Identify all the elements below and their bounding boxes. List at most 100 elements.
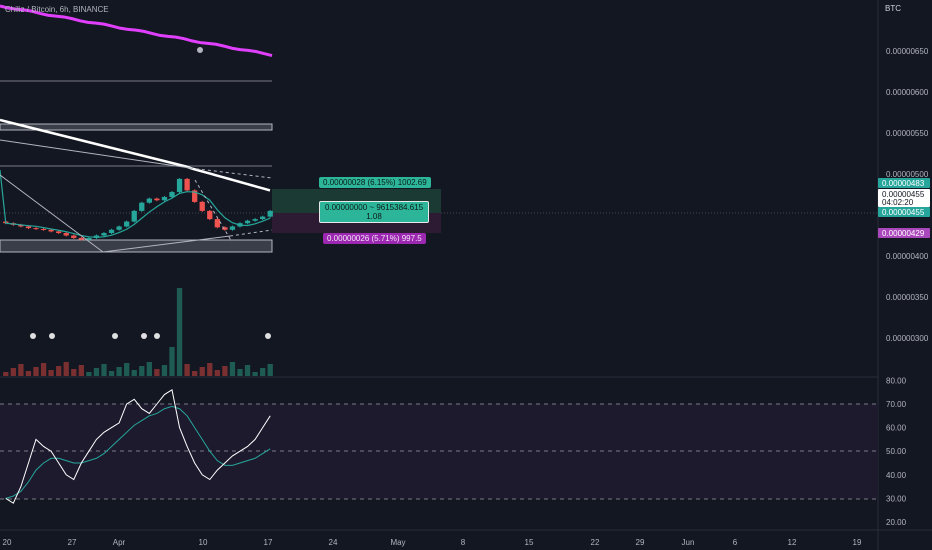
candle-body xyxy=(146,198,152,203)
candle-body xyxy=(71,235,77,238)
candle-body xyxy=(222,227,228,230)
volume-bar xyxy=(78,365,84,376)
ma-long-line xyxy=(0,4,273,58)
candle-body xyxy=(176,178,183,193)
volume-bar xyxy=(18,364,24,376)
position-target-label[interactable]: 0.00000028 (6.15%) 1002.69 xyxy=(319,177,431,188)
rsi-tick-label: 60.00 xyxy=(886,424,907,433)
volume-bar xyxy=(169,347,175,376)
volume-bar xyxy=(131,370,137,376)
bull-marker-icon xyxy=(30,333,36,339)
trendline-upper-extension[interactable] xyxy=(189,167,273,179)
candle-body xyxy=(48,229,54,232)
time-tick-label: 19 xyxy=(853,538,862,547)
candle-body xyxy=(169,192,175,197)
volume-bar xyxy=(139,366,145,376)
candle-body xyxy=(139,202,145,211)
trendline-lower[interactable] xyxy=(0,174,104,253)
volume-bar xyxy=(71,369,77,376)
time-axis[interactable]: 20 27 Apr 10 17 24 May 8 15 22 29 Jun 6 12 19 xyxy=(3,538,862,547)
volume-bar xyxy=(25,371,32,376)
candle-body xyxy=(161,196,168,201)
volume-bar xyxy=(260,368,266,376)
volume-bar xyxy=(108,371,115,376)
time-tick-label: 24 xyxy=(329,538,338,547)
volume-bar xyxy=(93,368,100,376)
position-center-line1: 0.00000000 ~ 9615384.615 xyxy=(324,203,424,212)
bear-marker-icon xyxy=(197,47,203,53)
trendline-upper[interactable] xyxy=(0,139,191,169)
rsi-axis[interactable]: 80.00 70.00 60.00 50.00 40.00 30.00 20.00 xyxy=(886,376,907,527)
trendline-support[interactable] xyxy=(102,235,231,253)
position-stop-label[interactable]: 0.00000026 (5.71%) 997.5 xyxy=(323,233,426,244)
volume-bar xyxy=(56,366,62,376)
volume-bar xyxy=(124,363,130,376)
volume-bar xyxy=(237,369,243,376)
time-tick-label: 10 xyxy=(199,538,208,547)
candle-body xyxy=(154,198,160,201)
price-tick-label: 0.00000600 xyxy=(886,88,929,97)
price-tick-label: 0.00000400 xyxy=(886,252,929,261)
candle-body xyxy=(214,219,220,228)
volume-bar xyxy=(154,369,160,376)
candle-body xyxy=(101,233,107,236)
volume-bar xyxy=(192,371,198,376)
volume-bar xyxy=(207,363,213,376)
candle-body xyxy=(86,237,92,240)
rsi-tick-label: 70.00 xyxy=(886,400,907,409)
time-tick-label: Apr xyxy=(113,538,126,547)
price-axis[interactable]: 0.00000650 0.00000600 0.00000550 0.00000500… xyxy=(886,47,929,343)
candle-body xyxy=(56,231,62,234)
price-tag-label: 0.00000483 xyxy=(882,179,925,188)
time-tick-label: 27 xyxy=(68,538,77,547)
candle-body xyxy=(78,237,84,240)
time-tick-label: 8 xyxy=(461,538,466,547)
trendline-support-extension[interactable] xyxy=(229,229,273,237)
price-tag-label: 04:02:20 xyxy=(882,198,914,207)
volume-bar xyxy=(199,367,205,376)
time-tick-label: 29 xyxy=(636,538,645,547)
rsi-line xyxy=(5,389,271,504)
volume-bar xyxy=(244,365,251,376)
volume-bar xyxy=(33,367,39,376)
candle-body xyxy=(33,228,39,230)
time-tick-label: Jun xyxy=(682,538,695,547)
price-tag-label: 0.00000455 xyxy=(882,190,925,199)
resistance-zone xyxy=(0,123,273,131)
time-tick-label: May xyxy=(390,538,405,547)
candle-body xyxy=(131,210,137,222)
volume-bar xyxy=(252,372,258,376)
candle-body xyxy=(25,226,32,229)
price-tag-bg xyxy=(878,189,930,199)
price-tag-bg xyxy=(878,207,930,217)
ma-short-line xyxy=(0,169,271,238)
candle-body xyxy=(108,229,115,234)
volume-bar xyxy=(3,372,9,376)
volume-bar xyxy=(146,362,152,376)
position-center-line2: 1.08 xyxy=(366,212,382,221)
volume-bar xyxy=(267,364,273,376)
rsi-tick-label: 50.00 xyxy=(886,447,907,456)
ma-mid-line xyxy=(0,118,271,192)
candle-body xyxy=(40,228,47,230)
position-center-label[interactable]: 0.00000000 ~ 9615384.615 1.08 xyxy=(319,201,429,223)
volume-bars xyxy=(3,288,273,376)
volume-bar xyxy=(40,363,47,376)
candle-body xyxy=(199,201,205,211)
volume-bar xyxy=(176,288,183,376)
time-tick-label: 15 xyxy=(525,538,534,547)
rsi-ma-line xyxy=(5,405,271,499)
bull-marker-icon xyxy=(141,333,147,339)
trendline-breakout[interactable] xyxy=(194,179,233,243)
rsi-tick-label: 80.00 xyxy=(886,376,907,385)
candle-body xyxy=(192,190,198,202)
rsi-tick-label: 40.00 xyxy=(886,471,907,480)
candle-body xyxy=(184,178,190,191)
time-tick-label: 20 xyxy=(3,538,12,547)
volume-bar xyxy=(229,362,236,376)
symbol-title[interactable]: Chiliz / Bitcoin, 6h, BINANCE xyxy=(5,5,109,14)
volume-bar xyxy=(48,370,54,376)
bull-marker-icon xyxy=(265,333,271,339)
volume-bar xyxy=(116,367,122,376)
